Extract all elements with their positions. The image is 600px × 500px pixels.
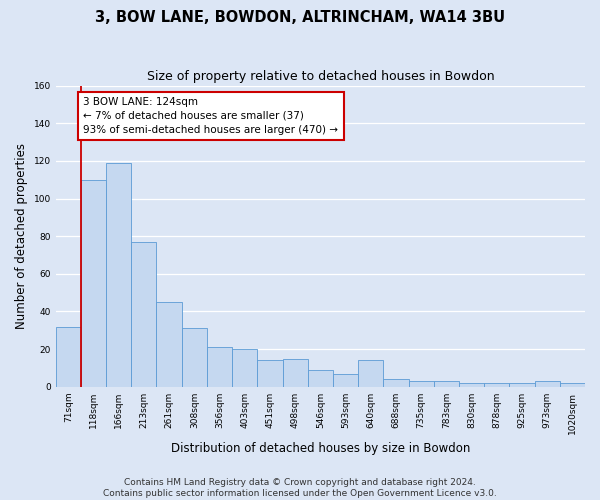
Bar bbox=[434, 381, 459, 387]
Bar bbox=[484, 383, 509, 387]
Text: 3, BOW LANE, BOWDON, ALTRINCHAM, WA14 3BU: 3, BOW LANE, BOWDON, ALTRINCHAM, WA14 3B… bbox=[95, 10, 505, 25]
Bar bbox=[509, 383, 535, 387]
Bar bbox=[182, 328, 207, 387]
Bar bbox=[283, 358, 308, 387]
Bar bbox=[535, 381, 560, 387]
Bar bbox=[81, 180, 106, 387]
Bar bbox=[157, 302, 182, 387]
Text: 3 BOW LANE: 124sqm
← 7% of detached houses are smaller (37)
93% of semi-detached: 3 BOW LANE: 124sqm ← 7% of detached hous… bbox=[83, 97, 338, 135]
Bar bbox=[232, 349, 257, 387]
Bar bbox=[409, 381, 434, 387]
Bar bbox=[257, 360, 283, 387]
Bar bbox=[106, 163, 131, 387]
Bar bbox=[308, 370, 333, 387]
Text: Contains HM Land Registry data © Crown copyright and database right 2024.
Contai: Contains HM Land Registry data © Crown c… bbox=[103, 478, 497, 498]
Title: Size of property relative to detached houses in Bowdon: Size of property relative to detached ho… bbox=[146, 70, 494, 83]
Bar bbox=[207, 348, 232, 387]
Bar bbox=[358, 360, 383, 387]
Bar bbox=[459, 383, 484, 387]
Y-axis label: Number of detached properties: Number of detached properties bbox=[15, 143, 28, 329]
Bar bbox=[560, 383, 585, 387]
Bar bbox=[383, 380, 409, 387]
Bar bbox=[333, 374, 358, 387]
Bar bbox=[131, 242, 157, 387]
X-axis label: Distribution of detached houses by size in Bowdon: Distribution of detached houses by size … bbox=[170, 442, 470, 455]
Bar bbox=[56, 326, 81, 387]
